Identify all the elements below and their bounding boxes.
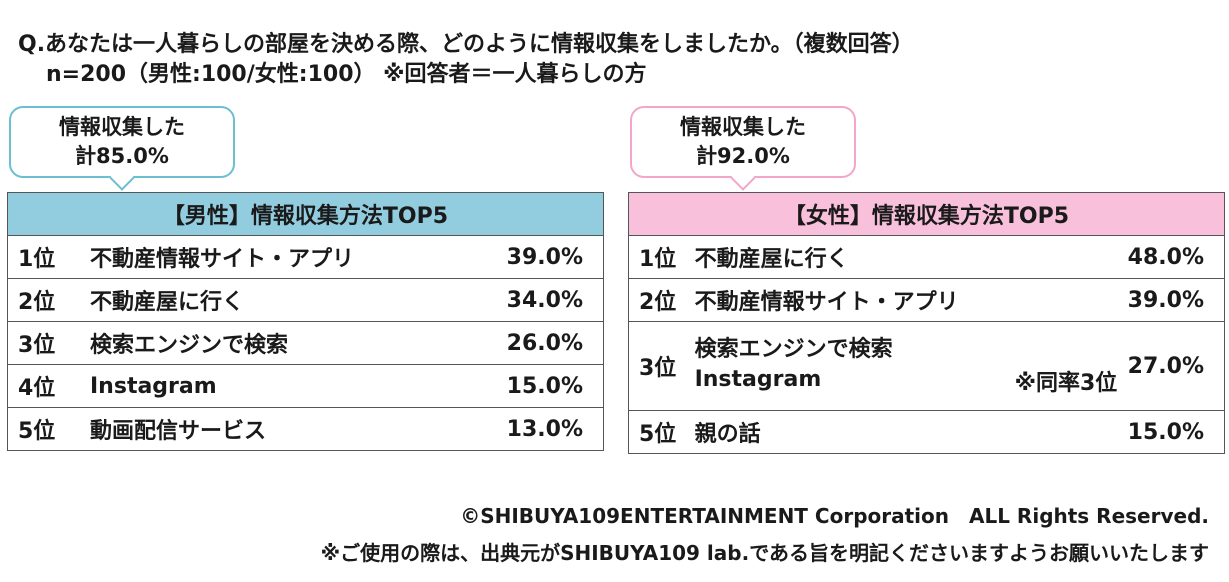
percentage: 34.0% <box>487 278 604 322</box>
rank-label: 5位 <box>7 407 90 451</box>
method-name: 動画配信サービス <box>90 407 487 451</box>
percentage: 13.0% <box>487 407 604 451</box>
method-name: 検索エンジンで検索 <box>90 321 487 365</box>
method-name: 不動産屋に行く <box>90 278 487 322</box>
copyright-text: ©SHIBUYA109ENTERTAINMENT Corporation ALL… <box>460 504 1209 528</box>
table-row: 2位 不動産屋に行く 34.0% <box>7 278 604 322</box>
male-bubble-total: 計85.0% <box>75 144 169 168</box>
table-row: 2位 不動産情報サイト・アプリ 39.0% <box>627 278 1226 322</box>
table-row: 5位 親の話 15.0% <box>627 410 1226 454</box>
question-text: Q.あなたは一人暮らしの部屋を決める際、どのように情報収集をしましたか。（複数回… <box>18 32 914 57</box>
rank-label: 2位 <box>7 278 90 322</box>
table-row: 5位 動画配信サービス 13.0% <box>7 407 604 451</box>
rank-label: 1位 <box>7 235 90 279</box>
percentage: 48.0% <box>1117 235 1226 279</box>
male-table-title: 【男性】情報収集方法TOP5 <box>7 192 604 236</box>
table-row: 3位 検索エンジンで検索 Instagram ※同率3位 27.0% <box>627 321 1226 411</box>
survey-question: Q.あなたは一人暮らしの部屋を決める際、どのように情報収集をしましたか。（複数回… <box>18 30 1208 90</box>
female-total-bubble: 情報収集した 計92.0% <box>630 106 856 191</box>
method-name-second: Instagram <box>694 367 822 392</box>
method-name: 検索エンジンで検索 <box>694 337 893 362</box>
table-row: 4位 Instagram 15.0% <box>7 364 604 408</box>
method-name: 不動産屋に行く <box>694 235 1118 279</box>
rank-label: 2位 <box>627 278 695 322</box>
method-name: Instagram <box>90 364 487 408</box>
male-total-bubble: 情報収集した 計85.0% <box>9 106 235 191</box>
method-name-tied: 検索エンジンで検索 Instagram ※同率3位 <box>694 321 1118 411</box>
female-ranking-table: 【女性】情報収集方法TOP5 1位 不動産屋に行く 48.0% 2位 不動産情報… <box>627 192 1226 454</box>
female-bubble-label: 情報収集した <box>680 115 806 139</box>
rank-label: 3位 <box>7 321 90 365</box>
rank-label: 1位 <box>627 235 695 279</box>
method-name: 不動産情報サイト・アプリ <box>694 278 1118 322</box>
sample-size-note: n=200（男性:100/女性:100） ※回答者＝一人暮らしの方 <box>46 62 647 87</box>
method-name: 親の話 <box>694 410 1118 454</box>
percentage: 26.0% <box>487 321 604 365</box>
percentage: 39.0% <box>1117 278 1226 322</box>
tie-note: ※同率3位 <box>1014 371 1118 396</box>
percentage: 27.0% <box>1117 321 1226 411</box>
rank-label: 5位 <box>627 410 695 454</box>
table-row: 1位 不動産屋に行く 48.0% <box>627 235 1226 279</box>
usage-notice: ※ご使用の際は、出典元がSHIBUYA109 lab.である旨を明記くださいます… <box>320 541 1209 565</box>
table-row: 1位 不動産情報サイト・アプリ 39.0% <box>7 235 604 279</box>
percentage: 15.0% <box>1117 410 1226 454</box>
male-bubble-label: 情報収集した <box>59 115 185 139</box>
female-table-title: 【女性】情報収集方法TOP5 <box>628 192 1225 236</box>
percentage: 39.0% <box>487 235 604 279</box>
female-bubble-total: 計92.0% <box>696 144 790 168</box>
percentage: 15.0% <box>487 364 604 408</box>
male-ranking-table: 【男性】情報収集方法TOP5 1位 不動産情報サイト・アプリ 39.0% 2位 … <box>7 192 604 451</box>
table-row: 3位 検索エンジンで検索 26.0% <box>7 321 604 365</box>
rank-label: 4位 <box>7 364 90 408</box>
method-name: 不動産情報サイト・アプリ <box>90 235 487 279</box>
rank-label: 3位 <box>627 321 695 411</box>
